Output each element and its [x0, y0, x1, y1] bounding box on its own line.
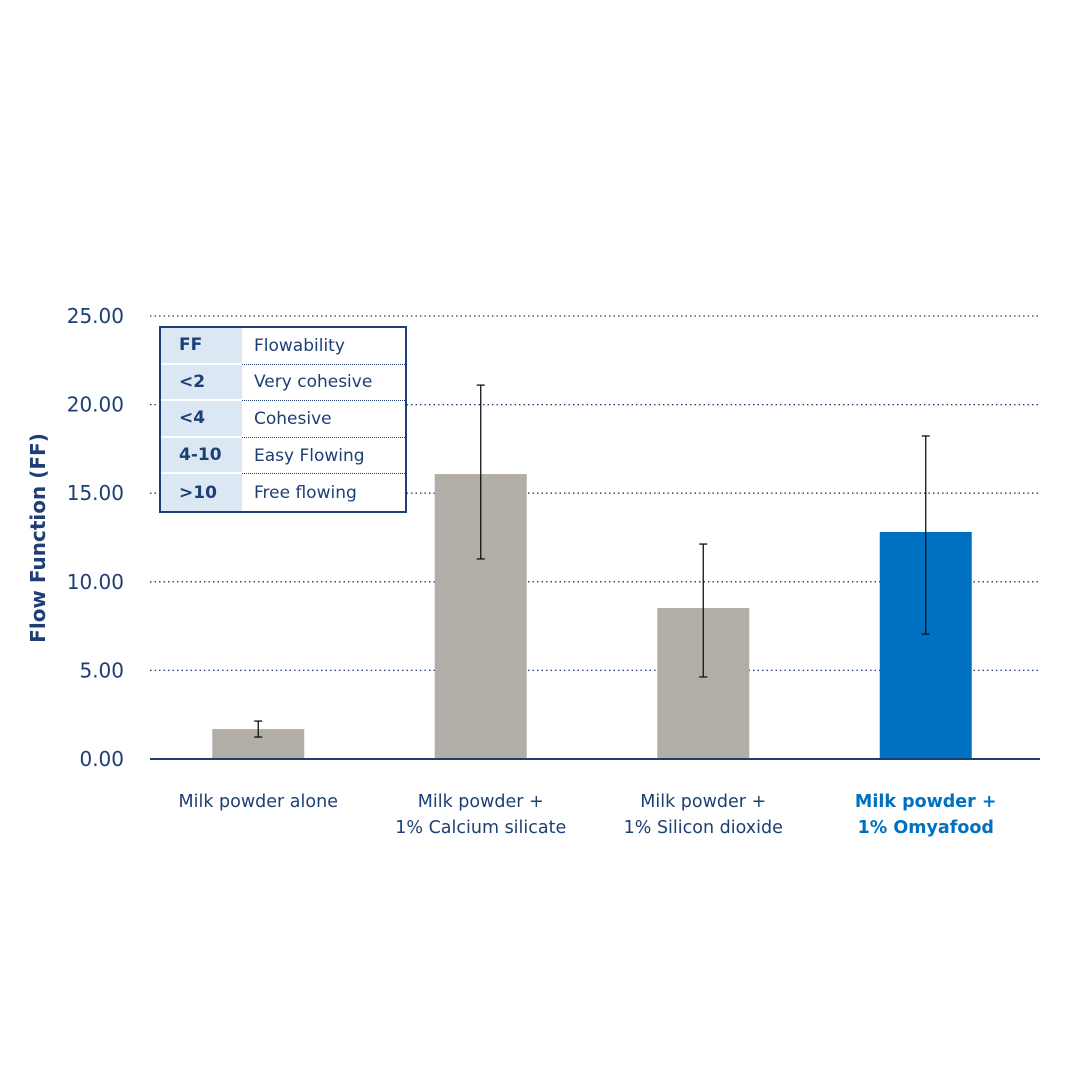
- legend-key: FF: [161, 328, 242, 365]
- legend-key: <2: [161, 364, 242, 402]
- y-tick-label: 20.00: [67, 393, 124, 417]
- flowability-legend-table: FF Flowability <2 Very cohesive <4 Cohesive…: [159, 326, 407, 513]
- legend-value: Free flowing: [254, 482, 357, 503]
- x-tick-label: 1% Silicon dioxide: [624, 818, 783, 838]
- y-tick-label: 15.00: [67, 481, 124, 505]
- x-tick-label: Milk powder alone: [179, 792, 338, 812]
- y-tick-label: 5.00: [79, 658, 124, 682]
- y-tick-label: 0.00: [79, 747, 124, 771]
- x-tick-label: Milk powder +: [855, 792, 997, 812]
- y-tick-label: 25.00: [67, 304, 124, 328]
- legend-row: <4 Cohesive: [161, 401, 405, 438]
- legend-row: >10 Free flowing: [161, 474, 405, 511]
- x-tick-label: Milk powder +: [418, 792, 544, 812]
- legend-key: >10: [161, 474, 242, 511]
- x-tick-label: 1% Calcium silicate: [395, 818, 566, 838]
- legend-row: FF Flowability: [161, 328, 405, 365]
- legend-value: Easy Flowing: [242, 438, 405, 475]
- legend-row: <2 Very cohesive: [161, 364, 405, 402]
- legend-key: 4-10: [161, 437, 242, 475]
- x-tick-label: Milk powder +: [640, 792, 766, 812]
- legend-key: <4: [161, 401, 242, 438]
- legend-value: Flowability: [242, 328, 405, 365]
- x-tick-label: 1% Omyafood: [858, 818, 994, 838]
- legend-value: Very cohesive: [242, 365, 405, 402]
- legend-value: Cohesive: [242, 401, 405, 438]
- legend-row: 4-10 Easy Flowing: [161, 437, 405, 475]
- y-tick-label: 10.00: [67, 570, 124, 594]
- y-axis-label: Flow Function (FF): [26, 433, 50, 643]
